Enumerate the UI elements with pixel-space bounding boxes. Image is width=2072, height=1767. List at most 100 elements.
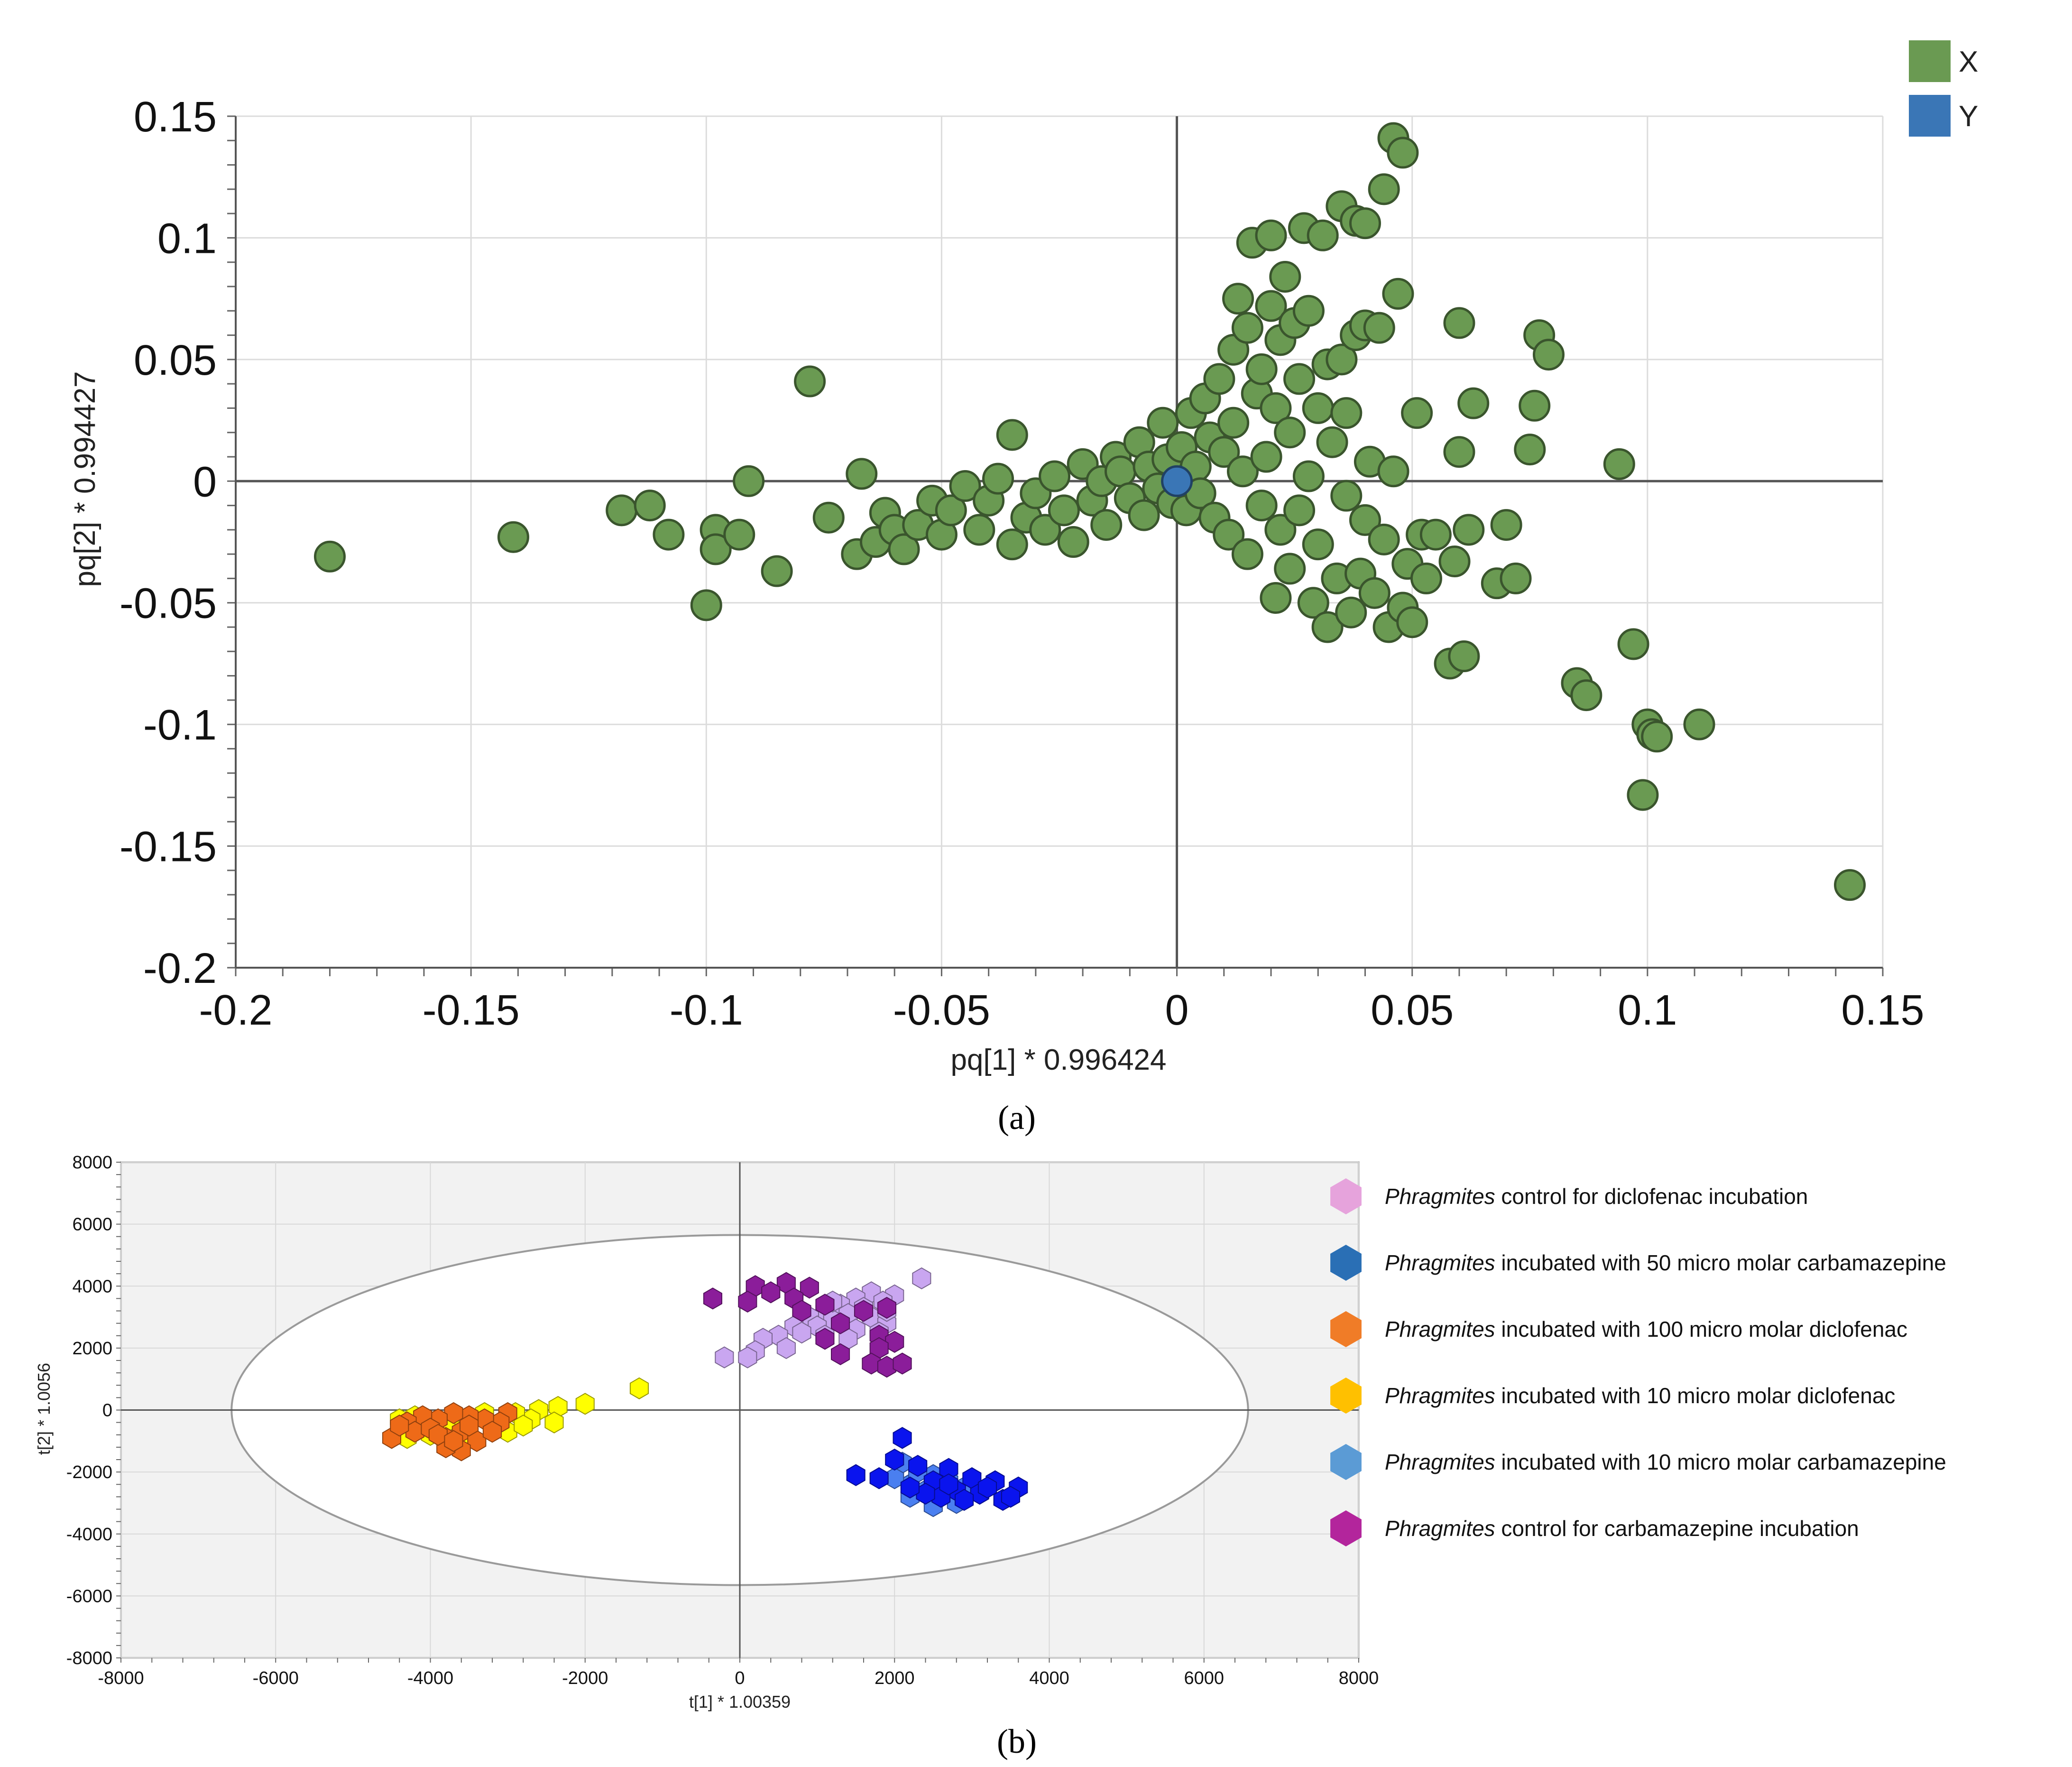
data-point-hexagon: [912, 1267, 931, 1290]
data-point-hexagon: [703, 1287, 722, 1310]
legend-label: Phragmites incubated with 10 micro molar…: [1385, 1383, 1895, 1408]
legend-label: Phragmites incubated with 50 micro molar…: [1385, 1250, 1946, 1275]
legend-genus: Phragmites: [1385, 1450, 1495, 1474]
data-point-x: [1255, 219, 1287, 251]
y-tick-label: 6000: [72, 1215, 112, 1235]
data-point-x: [1358, 577, 1391, 609]
data-point-hexagon: [939, 1473, 958, 1496]
data-point-x: [1570, 679, 1602, 712]
y-tick-label: -6000: [66, 1586, 112, 1606]
data-point-x: [1368, 523, 1400, 555]
data-point-y: [1161, 465, 1193, 497]
y-tick-label: -8000: [66, 1648, 112, 1668]
x-tick-label: 0.15: [1841, 987, 1924, 1034]
legend-genus: Phragmites: [1385, 1383, 1495, 1408]
data-point-hexagon: [831, 1312, 850, 1334]
data-point-x: [935, 494, 967, 527]
x-tick-label: -4000: [407, 1668, 453, 1688]
data-point-x: [1349, 207, 1381, 240]
data-point-x: [1250, 441, 1282, 473]
legend-description: control for carbamazepine incubation: [1495, 1516, 1859, 1541]
y-tick-label: -0.05: [120, 580, 217, 628]
legend-genus: Phragmites: [1385, 1317, 1495, 1341]
panel-a-scatter: -0.2 -0.15 -0.1 -0.05 0 0.05 0.1 0.15 0.15 0.1 0.0…: [69, 40, 1978, 1076]
data-point-hexagon: [776, 1337, 796, 1360]
data-point-hexagon: [815, 1328, 835, 1350]
data-point-hexagon: [761, 1281, 781, 1304]
data-point-x: [1213, 518, 1245, 551]
data-point-x: [1297, 587, 1329, 619]
x-tick-label: 0: [735, 1668, 745, 1688]
data-point-x: [1222, 283, 1254, 315]
data-point-x: [846, 458, 878, 490]
data-point-x: [761, 555, 793, 587]
data-point-x: [1349, 504, 1381, 536]
data-point-hexagon: [792, 1322, 811, 1344]
data-point-x: [733, 465, 765, 497]
data-point-hexagon: [815, 1294, 835, 1316]
data-point-x: [1419, 518, 1452, 551]
panel-a-y-axis-label: pq[2] * 0.994427: [69, 371, 101, 587]
data-point-x: [1274, 416, 1306, 449]
data-point-x: [1368, 173, 1400, 205]
data-point-hexagon: [460, 1415, 479, 1437]
panel-b-axes: [116, 1162, 1359, 1663]
data-point-x: [653, 518, 685, 551]
data-point-hexagon: [715, 1346, 734, 1369]
legend-label: Y: [1959, 100, 1978, 133]
data-point-x: [1292, 295, 1325, 327]
data-point-x: [1410, 562, 1442, 594]
data-point-x: [1453, 514, 1485, 546]
data-point-hexagon: [738, 1290, 757, 1313]
data-point-x: [812, 501, 845, 534]
legend-hexagon-marker: [1330, 1510, 1362, 1546]
data-point-x: [1217, 407, 1250, 439]
data-point-x: [982, 463, 1014, 495]
data-point-x: [1335, 596, 1367, 629]
data-point-hexagon: [846, 1464, 866, 1486]
panel-b-origin-lines: [121, 1162, 1359, 1658]
data-point-x: [1269, 260, 1301, 293]
data-point-x: [949, 470, 981, 502]
data-point-x: [1641, 721, 1673, 753]
data-point-x: [1443, 307, 1475, 339]
data-point-x: [1029, 514, 1061, 546]
data-point-hexagon: [908, 1454, 928, 1477]
y-tick-label: -0.1: [143, 702, 217, 749]
data-point-hexagon: [869, 1467, 889, 1489]
data-point-x: [1057, 526, 1089, 558]
panel-b-tick-labels: -8000 -6000 -4000 -2000 0 2000 4000 6000 8000 800…: [66, 1153, 1379, 1688]
y-tick-label: 0: [102, 1401, 112, 1421]
legend-label: Phragmites incubated with 10 micro molar…: [1385, 1450, 1946, 1474]
data-point-x: [1104, 455, 1136, 488]
data-point-x: [1448, 640, 1480, 673]
x-tick-label: 0: [1165, 987, 1189, 1034]
data-point-x: [1226, 455, 1259, 488]
data-point-x: [1382, 278, 1414, 310]
data-point-hexagon: [390, 1415, 409, 1437]
panel-a-axes: [227, 115, 1884, 976]
panel-b-scatter: -8000 -6000 -4000 -2000 0 2000 4000 6000 8000 800…: [34, 1153, 1946, 1711]
legend-label: Phragmites control for diclofenac incuba…: [1385, 1184, 1808, 1209]
data-point-hexagon: [862, 1352, 881, 1375]
data-point-x: [1128, 499, 1160, 531]
data-point-hexagon: [900, 1476, 920, 1499]
legend-hexagon-marker: [1330, 1444, 1362, 1480]
data-point-x: [1363, 312, 1395, 344]
data-point-x: [1401, 397, 1433, 429]
data-point-hexagon: [877, 1296, 896, 1319]
data-point-x: [1283, 494, 1316, 527]
data-point-x: [1231, 312, 1263, 344]
data-point-x: [1208, 436, 1240, 468]
x-tick-label: 6000: [1184, 1668, 1224, 1688]
y-tick-label: -2000: [66, 1462, 112, 1482]
legend-description: incubated with 100 micro molar diclofena…: [1495, 1317, 1907, 1341]
panel-b-x-axis-label: t[1] * 1.00359: [689, 1692, 791, 1711]
data-point-x: [690, 589, 722, 621]
y-tick-label: -0.15: [120, 823, 217, 871]
y-tick-label: 0.15: [134, 93, 217, 141]
legend-genus: Phragmites: [1385, 1516, 1495, 1541]
legend-hexagon-marker: [1330, 1178, 1362, 1214]
panel-a-tick-labels: -0.2 -0.15 -0.1 -0.05 0 0.05 0.1 0.15 0.15 0.1 0.0…: [120, 93, 1925, 1034]
x-tick-label: -6000: [253, 1668, 299, 1688]
